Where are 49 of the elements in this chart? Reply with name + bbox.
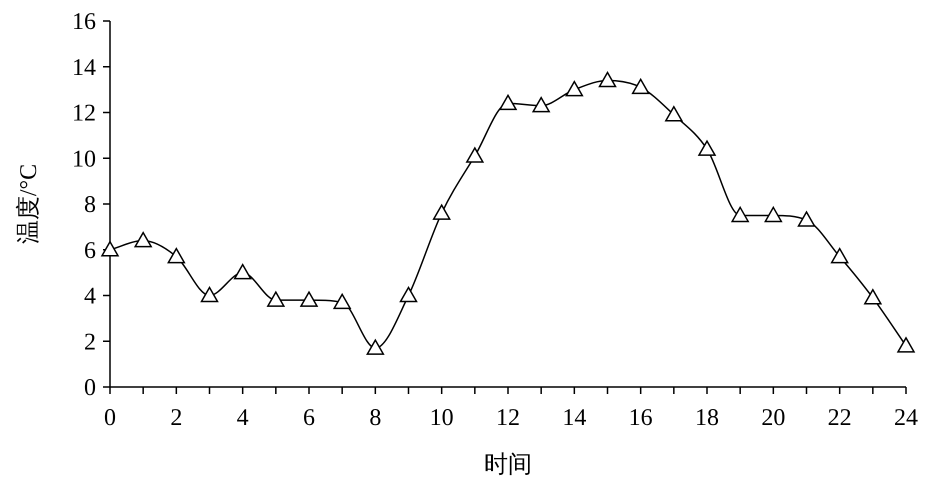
point (267, 291, 285, 307)
x-tick-label: 4 (236, 405, 249, 431)
x-tick-label: 12 (496, 405, 520, 431)
y-tick-label: 10 (72, 146, 96, 172)
point (366, 339, 384, 355)
y-tick-label: 14 (72, 54, 96, 81)
x-tick-label: 0 (104, 405, 116, 431)
point (864, 289, 882, 305)
point (134, 232, 152, 248)
y-tick-label: 6 (84, 238, 96, 264)
x-tick-label: 2 (170, 405, 182, 431)
x-tick-label: 16 (628, 405, 653, 431)
y-tick-label: 0 (84, 375, 96, 401)
point (532, 96, 550, 112)
point (731, 206, 749, 222)
y-axis-title: 温度/°C (15, 164, 42, 244)
x-axis-title: 时间 (484, 452, 532, 478)
point (566, 80, 584, 96)
point (764, 206, 782, 222)
x-tick-label: 10 (430, 405, 454, 431)
point (333, 294, 351, 310)
point (432, 204, 450, 220)
point (101, 241, 119, 256)
point (665, 106, 683, 122)
x-tick-label: 20 (761, 405, 786, 431)
point (598, 72, 616, 88)
x-tick-label: 6 (303, 405, 315, 431)
y-tick-label: 16 (72, 9, 96, 35)
point (897, 337, 915, 353)
x-tick-label: 14 (562, 405, 586, 431)
point (300, 291, 318, 307)
x-tick-label: 22 (828, 405, 852, 431)
point (200, 286, 218, 302)
point (830, 248, 848, 264)
y-tick-label: 2 (84, 329, 96, 356)
point (234, 264, 252, 280)
point (466, 147, 484, 163)
point (698, 140, 716, 156)
point (400, 286, 418, 302)
point (798, 211, 816, 227)
x-tick-label: 8 (369, 405, 382, 431)
x-tick-label: 18 (695, 405, 719, 431)
point (499, 94, 517, 110)
y-tick-label: 8 (84, 192, 96, 218)
point (632, 78, 650, 94)
y-tick-label: 4 (84, 284, 96, 310)
point (168, 248, 186, 264)
y-tick-label: 12 (72, 100, 96, 126)
x-tick-label: 24 (894, 405, 918, 431)
